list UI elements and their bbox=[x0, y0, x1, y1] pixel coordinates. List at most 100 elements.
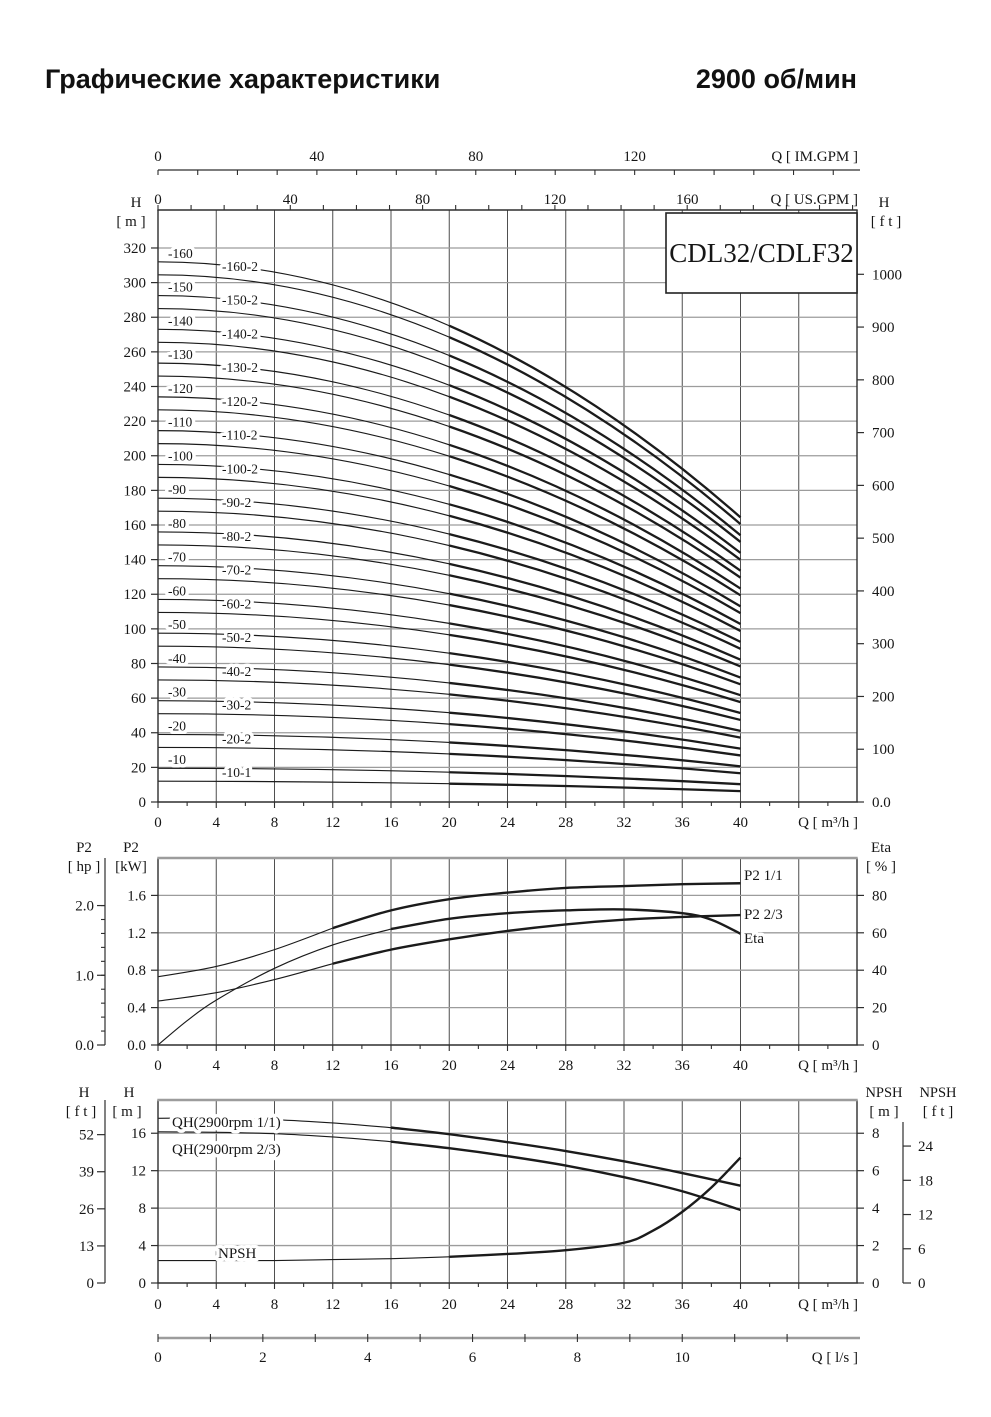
h-m-tick-label: 0 bbox=[139, 795, 147, 811]
curve-label-Eta: Eta bbox=[744, 931, 764, 947]
x-tick-label: 24 bbox=[500, 1058, 516, 1074]
x-axis-label-m3h: Q [ m³/h ] bbox=[798, 815, 858, 831]
curve--150-2-outer bbox=[448, 365, 742, 543]
kw-tick-label: 0.0 bbox=[127, 1038, 146, 1054]
h-m-tick-label: 100 bbox=[124, 622, 147, 638]
curve-P2 1/1-thin bbox=[157, 927, 333, 978]
curve--70-2-outer bbox=[449, 603, 741, 686]
x-tick-label: 4 bbox=[213, 1297, 221, 1313]
curve-label--130-2: -130-2 bbox=[222, 360, 258, 375]
x-tick-label: 8 bbox=[271, 815, 279, 831]
power-efficiency-chart: P2 1/1 P2 2/3 Eta 0.0 0.4 0.8 1.2 1.6 P2 [kW] 0.0 1… bbox=[68, 840, 896, 1074]
x-tick-label: 8 bbox=[271, 1058, 279, 1074]
curve-label-P2 1/1: P2 1/1 bbox=[744, 868, 783, 884]
curve-label--100: -100 bbox=[168, 448, 193, 463]
curve--20 bbox=[157, 733, 450, 744]
h-m-tick-label: 20 bbox=[131, 760, 146, 776]
curve-label--20-2: -20-2 bbox=[222, 731, 251, 746]
curve--10-outer bbox=[449, 771, 741, 786]
curve-label--60: -60 bbox=[168, 583, 186, 598]
hp-tick-label: 2.0 bbox=[75, 899, 94, 915]
curve-label--160: -160 bbox=[168, 246, 193, 261]
h-ft-tick-label: 700 bbox=[872, 426, 895, 442]
kw-tick-label: 0.8 bbox=[127, 963, 146, 979]
curve--20-outer bbox=[449, 741, 741, 768]
ls-tick-label: 8 bbox=[574, 1350, 582, 1366]
kw-tick-label: 0.4 bbox=[127, 1001, 146, 1017]
curve--80-2-outer bbox=[449, 574, 741, 668]
curve-NPSH-thin bbox=[157, 1256, 450, 1262]
x-tick-label: 16 bbox=[384, 1297, 400, 1313]
h-m-tick-label: 140 bbox=[124, 553, 147, 569]
npsh-m-tick-label: 2 bbox=[872, 1239, 880, 1255]
ls-tick-label: 6 bbox=[469, 1350, 477, 1366]
hp-axis-name: P2 bbox=[76, 840, 92, 856]
x-tick-label: 0 bbox=[154, 1058, 162, 1074]
h-m-axis-unit: [ m ] bbox=[116, 214, 145, 230]
curve--30-outer bbox=[449, 711, 741, 750]
curve-QH(2900rpm 2/3)-thin bbox=[157, 1131, 392, 1143]
curve-label--50: -50 bbox=[168, 617, 186, 632]
x-tick-label: 36 bbox=[675, 1297, 691, 1313]
curve--60-outer bbox=[449, 622, 741, 697]
hp-tick-label: 0.0 bbox=[75, 1038, 94, 1054]
h-m-tick-label: 40 bbox=[131, 726, 146, 742]
curve--30-2-outer bbox=[449, 722, 741, 757]
us-gpm-axis-label: Q [ US.GPM ] bbox=[770, 192, 858, 208]
h-ft-axis-unit: [ f t ] bbox=[66, 1104, 96, 1120]
h-m-tick-label: 320 bbox=[124, 241, 147, 257]
curve--90 bbox=[157, 497, 450, 535]
ls-tick-label: 4 bbox=[364, 1350, 372, 1366]
h-ft-tick-label: 600 bbox=[872, 478, 895, 494]
eta-tick-label: 60 bbox=[872, 926, 887, 942]
h-m-tick-label: 180 bbox=[124, 483, 147, 499]
x-tick-label: 12 bbox=[325, 815, 340, 831]
x-tick-label: 16 bbox=[384, 1058, 400, 1074]
curve--40-2-outer bbox=[449, 693, 741, 739]
eta-tick-label: 20 bbox=[872, 1001, 887, 1017]
x-tick-label: 24 bbox=[500, 815, 516, 831]
curve--30-2 bbox=[157, 713, 450, 725]
curve--130-2-outer bbox=[448, 425, 742, 579]
x-tick-label: 40 bbox=[733, 815, 748, 831]
curve-label--10: -10 bbox=[168, 752, 186, 767]
h-ft-tick-label: 800 bbox=[872, 373, 895, 389]
h-m-tick-label: 0 bbox=[139, 1276, 147, 1292]
h-ft-tick-label: 39 bbox=[79, 1165, 94, 1181]
h-m-tick-label: 240 bbox=[124, 379, 147, 395]
curve--40-2 bbox=[157, 679, 450, 695]
im-gpm-tick-label: 0 bbox=[154, 149, 162, 165]
h-m-tick-label: 280 bbox=[124, 310, 147, 326]
h-m-tick-label: 200 bbox=[124, 449, 147, 465]
curve-P2 1/1 bbox=[332, 882, 741, 930]
x-tick-label: 40 bbox=[733, 1297, 748, 1313]
curve-QH(2900rpm 1/1)-thin bbox=[157, 1117, 392, 1129]
curve-NPSH bbox=[449, 1156, 742, 1258]
curve--90-2-outer bbox=[448, 544, 741, 650]
curve-QH(2900rpm 2/3) bbox=[390, 1140, 741, 1212]
h-m-tick-label: 300 bbox=[124, 276, 147, 292]
h-m-tick-label: 12 bbox=[131, 1164, 146, 1180]
h-ft-axis-name: H bbox=[879, 195, 890, 211]
curve--10-1 bbox=[157, 780, 450, 785]
eta-axis-name: Eta bbox=[871, 840, 891, 856]
curve-label--50-2: -50-2 bbox=[222, 630, 251, 645]
curve-label--110-2: -110-2 bbox=[222, 428, 258, 443]
x-tick-label: 20 bbox=[442, 815, 457, 831]
curve--120-outer bbox=[448, 443, 742, 590]
model-label: CDL32/CDLF32 bbox=[669, 238, 854, 268]
ls-tick-label: 2 bbox=[259, 1350, 267, 1366]
head-capacity-chart: -160 -160-2 -150 -150-2 -140 -140-2 -130 -130-2… bbox=[116, 149, 902, 831]
curve--20-2 bbox=[157, 746, 450, 755]
curve--120 bbox=[157, 396, 450, 446]
curve-label--40-2: -40-2 bbox=[222, 664, 251, 679]
curve-label--120: -120 bbox=[168, 381, 193, 396]
curve--90-outer bbox=[448, 532, 742, 643]
curve-label--90-2: -90-2 bbox=[222, 495, 251, 510]
npsh-ft-tick-label: 18 bbox=[918, 1173, 933, 1189]
curve-label--140-2: -140-2 bbox=[222, 326, 258, 341]
h-m-tick-label: 8 bbox=[139, 1201, 147, 1217]
npsh-ft-tick-label: 6 bbox=[918, 1242, 926, 1258]
curve-label--40: -40 bbox=[168, 651, 186, 666]
curve-label-NPSH: NPSH bbox=[218, 1246, 257, 1262]
